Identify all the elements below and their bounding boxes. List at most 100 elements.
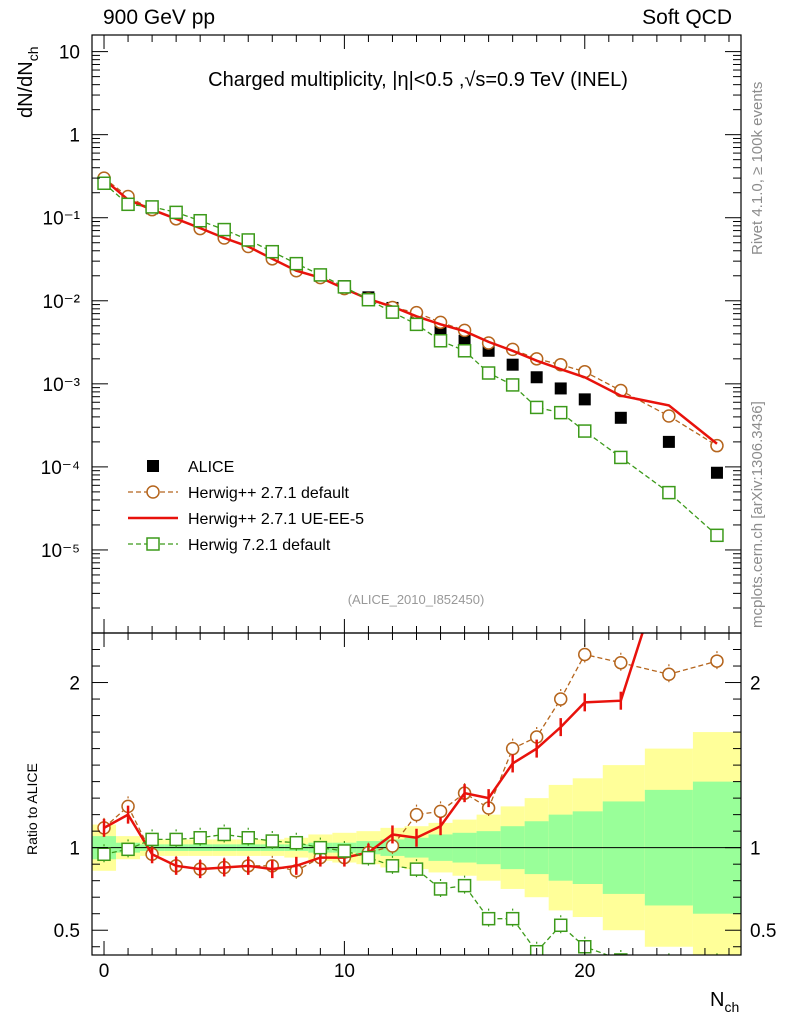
herwig-7-2-1-default-point	[337, 280, 352, 294]
herwig-7-2-1-default-ratio-point	[711, 957, 723, 969]
herwig-7-2-1-default-point	[313, 268, 328, 282]
herwig-7-2-1-default-point	[409, 317, 424, 332]
herwig-7-2-1-default-ratio-point	[361, 850, 376, 865]
x-tick-label: 20	[574, 961, 595, 982]
legend-entry-alice: ALICE	[188, 459, 234, 476]
herwig-7-2-1-default-point	[361, 292, 376, 307]
herwig-7-2-1-default-point	[529, 400, 544, 415]
herwig-7-2-1-default-ratio-point	[289, 835, 304, 850]
herwig-7-2-1-default-ratio-point	[169, 832, 183, 847]
y-tick-label: 10⁻⁵	[41, 541, 80, 562]
y-axis-label-top: dN/dNch	[15, 47, 41, 119]
alice-point	[662, 435, 675, 448]
herwig-7-2-1-default-point	[457, 344, 472, 358]
ratio-panel-series	[97, 633, 724, 969]
herwig-7-2-1-default-point	[385, 305, 400, 319]
herwig-7-2-1-default-point	[97, 176, 111, 191]
herwig-7-2-1-default-point	[433, 334, 448, 348]
herwig-7-2-1-default-ratio-point	[505, 911, 520, 926]
herwig-7-2-1-default-ratio-point	[241, 831, 255, 845]
herwig-2-7-1-default-ratio-point	[710, 654, 724, 668]
herwig-7-2-1-default-ratio-point	[193, 831, 207, 845]
y-tick-label: 10⁻²	[43, 292, 81, 313]
herwig-2-7-1-default-ratio-point	[578, 647, 592, 662]
legend-entry-herwig-7-2-1-default: Herwig 7.2.1 default	[188, 537, 331, 554]
ratio-y-tick-label: 1	[69, 839, 80, 860]
y-axis-label-top-main: dN/dN	[15, 61, 37, 118]
legend-marker	[146, 537, 160, 551]
x-axis-label: Nch	[710, 989, 739, 1015]
chart-title: Charged multiplicity, |η|<0.5 ,√s=0.9 Te…	[208, 69, 628, 91]
herwig-7-2-1-default-ratio-point	[481, 911, 496, 926]
x-axis-label-sub: ch	[724, 999, 739, 1015]
herwig-7-2-1-default-point	[614, 450, 628, 465]
herwig-2-7-1-default-ratio-point	[614, 655, 628, 670]
y-tick-label: 10⁻¹	[43, 209, 81, 230]
herwig-7-2-1-default-point	[662, 485, 676, 500]
x-tick-label: 0	[99, 961, 110, 982]
herwig-7-2-1-default-ratio-point	[313, 840, 328, 855]
herwig-7-2-1-default-ratio-point	[457, 878, 472, 893]
data-series	[97, 171, 724, 969]
y-tick-label: 10⁻³	[43, 375, 81, 396]
herwig-7-2-1-default-ratio-point	[553, 918, 568, 933]
axes: 0 10 20 10⁻⁵ 10⁻⁴ 10⁻³ 10⁻² 10⁻¹ 1 10 0.5 0.5 1 1 2 2	[41, 34, 776, 982]
herwig-7-2-1-default-point	[121, 197, 135, 212]
main-panel-series	[97, 171, 724, 543]
ratio-y-tick-label-right: 1	[750, 839, 761, 860]
herwig-7-2-1-default-ratio-point	[145, 832, 159, 847]
alice-point	[458, 334, 471, 347]
alice-point	[710, 466, 723, 479]
herwig-7-2-1-default-point	[193, 213, 207, 228]
herwig-7-2-1-default-ratio-point	[614, 953, 628, 955]
herwig-2-7-1-default-ratio-point	[409, 807, 424, 822]
herwig-7-2-1-default-point	[217, 222, 231, 237]
y-axis-label-ratio: Ratio to ALICE	[24, 763, 40, 855]
legend-marker	[146, 485, 160, 499]
herwig-7-2-1-default-ratio-point	[385, 859, 400, 873]
y-tick-label: 10⁻⁴	[41, 458, 80, 479]
herwig-2-7-1-default-point	[662, 409, 676, 423]
y-tick-label: 10	[59, 43, 80, 64]
herwig-7-2-1-default-ratio-point	[337, 844, 352, 858]
herwig-7-2-1-default-ratio-point	[217, 827, 231, 842]
y-tick-label: 1	[69, 126, 80, 147]
analysis-tag: (ALICE_2010_I852450)	[348, 592, 485, 607]
herwig-2-7-1-default-ratio-point	[505, 741, 520, 756]
header-right: Soft QCD	[642, 6, 732, 29]
herwig-2-7-1-default-ratio-point	[433, 804, 448, 819]
herwig-7-2-1-default-point	[145, 200, 159, 214]
ratio-y-tick-label-right: 2	[750, 674, 761, 695]
herwig-7-2-1-default-point	[289, 256, 304, 271]
y-axis-label-top-sub: ch	[25, 47, 41, 62]
herwig-7-2-1-default-point	[481, 366, 496, 380]
herwig-7-2-1-default-ratio-point	[409, 862, 424, 876]
herwig-7-2-1-default-ratio-point	[663, 957, 675, 969]
herwig-7-2-1-default-point	[169, 205, 183, 220]
herwig-7-2-1-default-ratio-point	[121, 842, 135, 857]
herwig-7-2-1-default-point	[265, 244, 280, 259]
herwig-7-2-1-default-point	[505, 378, 520, 392]
legend-entry-herwig-2-7-1-default: Herwig++ 2.7.1 default	[188, 485, 350, 502]
legend-marker	[147, 460, 159, 472]
herwig-2-7-1-default-ratio-point	[662, 667, 676, 682]
alice-point	[614, 411, 627, 424]
herwig-7-2-1-default-point	[710, 528, 724, 543]
herwig-2-7-1-ue-ee-5-ratio-line	[103, 633, 644, 871]
alice-point	[530, 371, 543, 384]
ratio-y-tick-label: 0.5	[54, 921, 80, 942]
header-left: 900 GeV pp	[103, 6, 216, 29]
herwig-2-7-1-default-ratio-point	[553, 692, 568, 706]
herwig-7-2-1-default-point	[553, 405, 568, 420]
herwig-7-2-1-default-line	[103, 182, 718, 536]
x-tick-label: 10	[334, 961, 355, 982]
alice-point	[554, 382, 567, 395]
herwig-7-2-1-default-ratio-point	[265, 834, 280, 848]
herwig-7-2-1-default-ratio-point	[97, 847, 111, 862]
alice-point	[578, 393, 591, 406]
x-axis-label-main: N	[710, 989, 724, 1011]
legend-entry-herwig-2-7-1-ue-ee-5: Herwig++ 2.7.1 UE-EE-5	[188, 511, 364, 528]
herwig-7-2-1-default-point	[241, 233, 255, 247]
legend: ALICE Herwig++ 2.7.1 default Herwig++ 2.7.…	[128, 459, 364, 554]
alice-point	[506, 358, 519, 371]
